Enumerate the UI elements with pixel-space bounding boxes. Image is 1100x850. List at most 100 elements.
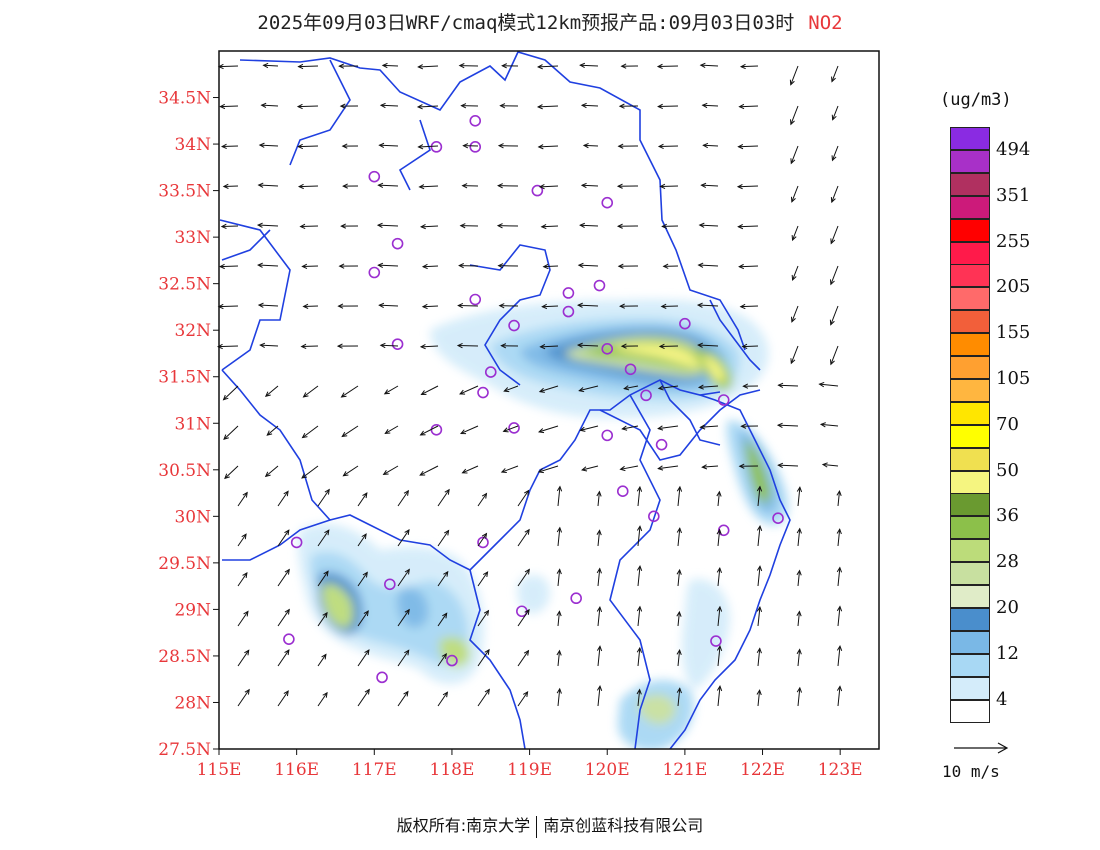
wind-arrow [296,103,319,110]
wind-arrow [697,262,719,268]
station-marker [593,279,606,292]
lat-tick-label: 29N [174,600,211,620]
monitoring-stations [283,115,784,684]
station-marker [624,363,637,376]
wind-arrow [831,145,839,162]
wind-arrow [636,565,643,587]
wind-arrow [536,64,559,70]
wind-arrow [698,222,719,228]
wind-arrow [496,223,519,229]
legend-swatch [950,195,990,219]
lat-tick-label: 28N [174,693,211,713]
station-marker [508,422,520,434]
wind-arrow [460,103,479,109]
wind-arrow [701,102,719,109]
wind-arrow [791,265,799,282]
footer: 版权所有:南京大学 南京创蓝科技有限公司 [0,812,1100,838]
wind-arrow [462,143,479,149]
wind-arrow [742,383,759,389]
province-boundaries [219,51,791,749]
wind-arrow [517,608,530,627]
wind-arrow [789,65,799,86]
wind-arrow [790,145,799,165]
wind-arrow [317,691,328,707]
wind-arrow [317,611,328,627]
wind-arrow [257,262,279,268]
station-marker [710,635,722,647]
wind-arrow [662,263,679,269]
wind-arrow [477,688,490,707]
station-marker [570,592,582,605]
wind-arrow [831,105,839,121]
legend-swatch [950,539,990,563]
wind-arrow [830,185,839,204]
wind-arrow [341,425,359,438]
wind-arrow [418,184,439,190]
wind-arrow [477,532,488,547]
wind-arrow [218,263,239,270]
wind-arrow [419,425,439,436]
legend-swatch [950,516,990,540]
legend-swatch [950,676,990,700]
wind-arrow [716,645,723,667]
wind-arrow [661,223,679,229]
wind-arrow [739,303,759,310]
wind-arrow [636,646,642,667]
station-marker [601,196,614,209]
footer-separator [536,815,538,838]
wind-arrow [777,382,799,388]
wind-arrow [796,569,802,587]
wind-arrow [578,385,599,393]
wind-arrow [538,184,559,190]
wind-arrow [277,649,290,667]
lon-tick-label: 123E [818,760,863,780]
wind-arrow [836,528,842,547]
station-marker [446,654,458,667]
wind-arrow [262,62,279,69]
wind-arrow [582,142,599,149]
wind-arrow [517,649,530,667]
wind-arrow [636,605,643,627]
wind-arrow [796,686,803,707]
wind-arrow [676,568,682,587]
wind-arrow [397,489,409,507]
wind-arrow [220,143,239,150]
wind-arrow [302,303,319,309]
wind-arrow [417,144,439,150]
station-marker [368,170,381,183]
wind-arrow [357,571,368,587]
legend-swatch [950,401,990,425]
station-marker [601,343,614,355]
wind-arrow [581,465,599,472]
wind-arrow [501,63,519,69]
wind-arrow [620,63,639,69]
wind-arrow [379,342,399,349]
legend-swatch [950,378,990,402]
wind-arrow [836,644,843,667]
wind-arrow [542,263,559,270]
wind-arrow [237,491,248,507]
wind-arrow [579,222,599,229]
wind-arrow [738,103,759,110]
wind-arrow [317,653,327,667]
wind-arrow [301,263,319,269]
legend-label: 20 [996,597,1019,618]
wind-arrow [417,64,439,70]
wind-arrow [277,608,290,627]
wind-arrow [756,524,763,547]
wind-arrow [377,262,399,268]
legend-label: 12 [996,642,1019,664]
station-marker [562,287,575,299]
wind-arrow [596,684,603,707]
wind-arrow [701,464,719,470]
wind-arrow [266,425,279,436]
lat-tick-label: 28.5N [158,647,211,667]
lat-tick-label: 33N [174,228,211,248]
wind-arrow [616,183,639,189]
wind-arrow [790,105,799,126]
wind-arrow [796,610,802,627]
wind-arrow [756,485,763,507]
legend-label: 155 [996,322,1031,344]
wind-arrow [460,425,479,435]
